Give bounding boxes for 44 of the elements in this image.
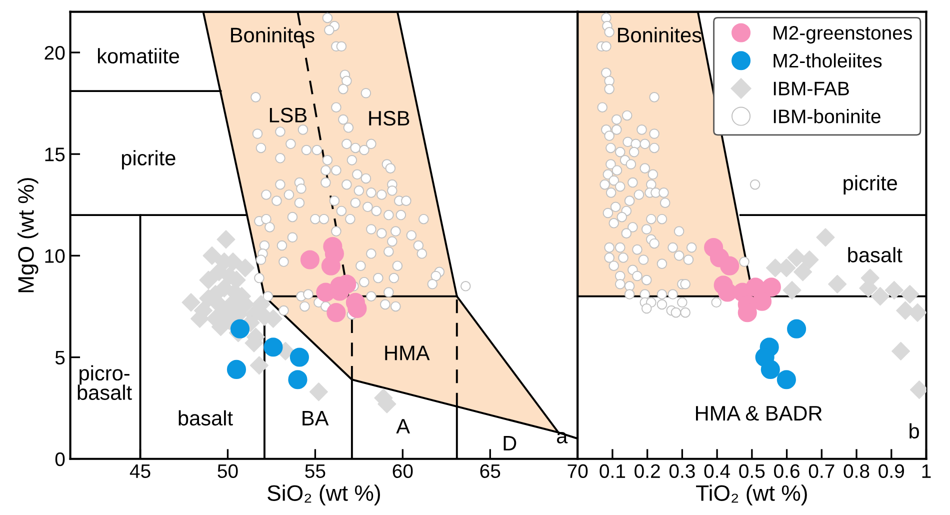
annotation: BA xyxy=(302,411,329,426)
x-tick-label: 0.8 xyxy=(844,464,870,478)
legend-label: IBM-FAB xyxy=(774,82,849,96)
x-tick-label: 50 xyxy=(218,464,238,478)
annotation: basalt xyxy=(178,410,233,426)
annotation: HMA & BADR xyxy=(696,406,822,421)
x-tick-label: 1 xyxy=(922,464,931,478)
annotation: A xyxy=(396,419,410,434)
x-tick-label: 0.5 xyxy=(739,464,765,478)
annotation: picro- basalt xyxy=(78,365,132,400)
x-tick-label: 60 xyxy=(392,464,413,478)
x-tick-label: 0.1 xyxy=(600,464,626,478)
annotation: HSB xyxy=(369,110,410,126)
x-tick-label: 0.2 xyxy=(634,464,660,478)
x-tick-label: 0.3 xyxy=(669,464,695,478)
x-tick-label: 0.4 xyxy=(704,464,730,478)
x-tick-label: 45 xyxy=(130,464,150,478)
y-tick-label: 0 xyxy=(55,452,65,466)
y-axis-title: MgO (wt %) xyxy=(18,178,38,292)
y-tick-label: 20 xyxy=(44,46,65,60)
annotation: komatiite xyxy=(98,48,180,64)
x-axis-title: TiO₂ (wt %) xyxy=(696,484,807,506)
annotation: basalt xyxy=(848,247,902,262)
legend-label: IBM-boninite xyxy=(774,109,880,124)
legend-label: M2-greenstones xyxy=(774,26,912,44)
annotation: picrite xyxy=(844,175,897,195)
x-axis-title: SiO₂ (wt %) xyxy=(268,484,380,506)
x-tick-label: 0.7 xyxy=(808,464,834,478)
annotation: Boninites xyxy=(231,27,314,42)
annotation: LSB xyxy=(270,108,307,122)
x-tick-label: 0.9 xyxy=(878,464,904,478)
annotation: Boninites xyxy=(618,27,702,42)
x-tick-label: 65 xyxy=(480,464,500,478)
annotation: picrite xyxy=(122,150,176,170)
x-tick-label: 55 xyxy=(305,464,326,478)
y-tick-label: 10 xyxy=(45,249,65,263)
annotation: b xyxy=(910,423,919,439)
annotation: HMA xyxy=(385,346,430,360)
x-tick-label: 70 xyxy=(568,464,588,478)
y-tick-label: 5 xyxy=(55,350,65,365)
annotation: D xyxy=(504,436,516,450)
y-tick-label: 15 xyxy=(45,148,65,162)
legend-label: M2-tholeiites xyxy=(774,53,882,68)
x-tick-label: 0.6 xyxy=(774,464,800,478)
